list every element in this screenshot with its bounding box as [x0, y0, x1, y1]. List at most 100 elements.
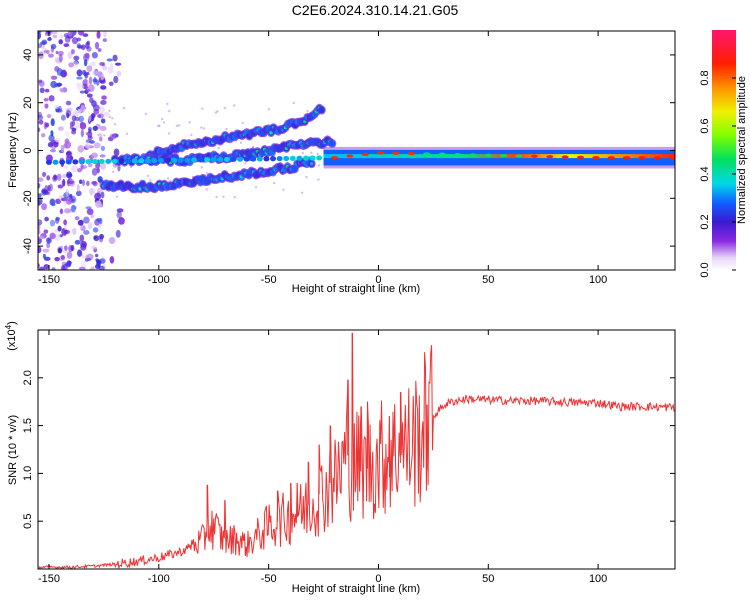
noise-blob: [114, 62, 122, 66]
noise-blob: [80, 163, 84, 171]
noise-dot: [316, 152, 319, 156]
colorbar-ticks: 0.0 0.2 0.4 0.6 0.8: [699, 70, 736, 278]
noise-blob: [112, 54, 118, 62]
noise-blob: [88, 113, 92, 122]
noise-dot: [310, 151, 313, 154]
y-tick-label: -20: [22, 190, 34, 206]
noise-blob: [63, 208, 71, 214]
noise-blob: [117, 163, 121, 172]
noise-blob: [54, 217, 60, 224]
spectrogram-axes: -150 -100 -50 0 50 100 -40 -20 0 20 40: [22, 31, 675, 286]
noise-blob: [106, 58, 113, 62]
main-line-blob: [276, 155, 283, 162]
noise-blob: [46, 175, 51, 181]
noise-blob: [96, 167, 100, 174]
noise-dot: [305, 175, 308, 179]
noise-dot: [306, 110, 309, 113]
noise-blob: [43, 121, 48, 130]
noise-blob: [77, 31, 85, 36]
noise-blob: [39, 87, 45, 94]
noise-blob: [76, 37, 82, 42]
snr-scale-label: (x104): [4, 321, 18, 351]
main-line-blob: [65, 159, 72, 165]
noise-dot: [168, 179, 172, 182]
noise-blob: [74, 121, 80, 130]
noise-blob: [100, 73, 105, 81]
noise-blob: [78, 266, 86, 270]
main-line-segment: [515, 154, 523, 158]
noise-blob: [63, 200, 67, 206]
main-line-blob: [98, 158, 105, 165]
main-line-segment: [623, 156, 631, 160]
main-line-blob: [151, 157, 158, 164]
noise-dot: [166, 102, 169, 106]
noise-blob: [70, 204, 77, 213]
noise-dot: [202, 127, 206, 130]
main-line-blob: [111, 158, 118, 164]
noise-blob: [71, 227, 77, 235]
noise-dot: [317, 164, 321, 167]
noise-blob: [89, 188, 96, 195]
noise-blob: [100, 85, 107, 90]
main-line-segment: [607, 156, 615, 160]
noise-blob: [96, 31, 101, 39]
noise-blob: [102, 65, 108, 71]
main-line-segment: [454, 153, 462, 157]
noise-blob: [57, 225, 62, 232]
noise-blob: [77, 145, 85, 153]
noise-dot: [225, 127, 228, 131]
main-line-segment: [407, 152, 415, 156]
noise-dot: [282, 188, 285, 191]
noise-blob: [58, 39, 64, 45]
noise-blob: [75, 190, 82, 197]
noise-blob: [92, 227, 99, 233]
noise-blob: [70, 244, 75, 252]
y-tick-label: 2.0: [22, 370, 34, 385]
noise-blob: [38, 150, 41, 155]
main-line-blob: [164, 157, 171, 163]
noise-blob: [91, 51, 98, 59]
noise-blob: [46, 113, 52, 119]
noise-blob: [113, 148, 120, 157]
y-tick-label: 0.5: [22, 514, 34, 529]
main-line-segment: [423, 152, 431, 156]
noise-blob: [67, 260, 72, 265]
noise-dot: [146, 174, 149, 178]
x-tick-label: -100: [148, 573, 170, 585]
noise-dot: [201, 107, 204, 110]
noise-blob: [54, 233, 61, 241]
noise-blob: [46, 37, 52, 42]
noise-blob: [46, 49, 50, 55]
noise-blob: [54, 105, 60, 110]
noise-dot: [244, 161, 247, 165]
noise-blob: [76, 249, 83, 257]
noise-blob: [116, 211, 122, 219]
noise-blob: [63, 219, 67, 226]
noise-blob: [48, 95, 55, 102]
main-line-segment: [500, 154, 508, 158]
noise-blob: [73, 55, 80, 61]
main-line-blob: [45, 159, 52, 165]
noise-dot: [108, 115, 112, 119]
noise-dot: [111, 117, 114, 120]
snr-scale-exp: 4: [4, 324, 13, 329]
noise-blob: [51, 203, 56, 207]
colorbar-tick-label: 0.2: [699, 214, 711, 229]
noise-dot: [177, 124, 181, 127]
noise-blob: [67, 31, 73, 37]
main-line-blob: [177, 157, 184, 163]
y-tick-label: 0: [22, 147, 34, 153]
noise-dot: [103, 134, 106, 137]
noise-blob: [54, 66, 60, 72]
noise-dot: [166, 177, 170, 180]
main-line-blob: [92, 158, 99, 165]
noise-dot: [162, 121, 166, 124]
noise-blob: [84, 52, 90, 59]
noise-blob: [65, 188, 69, 197]
noise-blob: [50, 75, 58, 80]
main-line-blob: [223, 156, 230, 163]
noise-blob: [80, 260, 87, 269]
noise-blob: [77, 168, 82, 173]
main-line-segment: [653, 156, 661, 160]
noise-blob: [97, 176, 103, 183]
